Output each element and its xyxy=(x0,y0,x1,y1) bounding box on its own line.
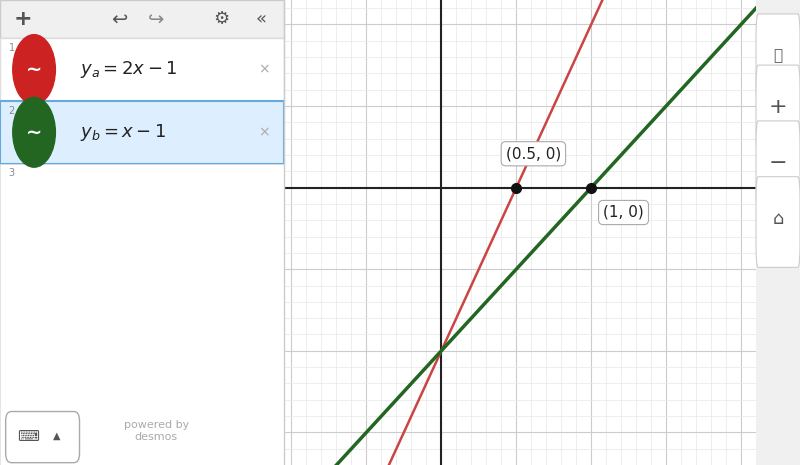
Text: +: + xyxy=(769,97,787,117)
Text: ×: × xyxy=(258,125,270,140)
Text: ⚙: ⚙ xyxy=(214,10,230,28)
FancyBboxPatch shape xyxy=(756,177,800,267)
Text: ⌂: ⌂ xyxy=(772,210,784,227)
FancyBboxPatch shape xyxy=(0,38,284,101)
FancyBboxPatch shape xyxy=(6,412,79,463)
Text: powered by
desmos: powered by desmos xyxy=(123,420,189,442)
Text: $y_a = 2x - 1$: $y_a = 2x - 1$ xyxy=(79,59,177,80)
Text: 3: 3 xyxy=(9,168,14,179)
Text: 1: 1 xyxy=(9,43,14,53)
FancyBboxPatch shape xyxy=(0,164,284,465)
FancyBboxPatch shape xyxy=(0,0,284,38)
FancyBboxPatch shape xyxy=(756,121,800,212)
Text: «: « xyxy=(256,10,266,28)
Text: ↩: ↩ xyxy=(111,10,127,28)
Text: 2: 2 xyxy=(9,106,14,116)
Text: ×: × xyxy=(258,62,270,77)
Text: (1, 0): (1, 0) xyxy=(603,205,644,220)
Text: ⌨: ⌨ xyxy=(18,429,39,444)
Text: 🔧: 🔧 xyxy=(774,48,782,63)
Text: ▲: ▲ xyxy=(53,431,61,441)
Text: ∼: ∼ xyxy=(26,60,42,79)
Circle shape xyxy=(13,35,55,105)
FancyBboxPatch shape xyxy=(0,101,284,164)
FancyBboxPatch shape xyxy=(756,65,800,156)
Text: +: + xyxy=(14,9,32,29)
Text: (0.5, 0): (0.5, 0) xyxy=(506,146,561,161)
FancyBboxPatch shape xyxy=(756,14,800,105)
Circle shape xyxy=(13,98,55,167)
Text: ↪: ↪ xyxy=(148,10,164,28)
Text: −: − xyxy=(769,153,787,173)
Text: $y_b = x - 1$: $y_b = x - 1$ xyxy=(79,122,166,143)
Text: ∼: ∼ xyxy=(26,123,42,142)
